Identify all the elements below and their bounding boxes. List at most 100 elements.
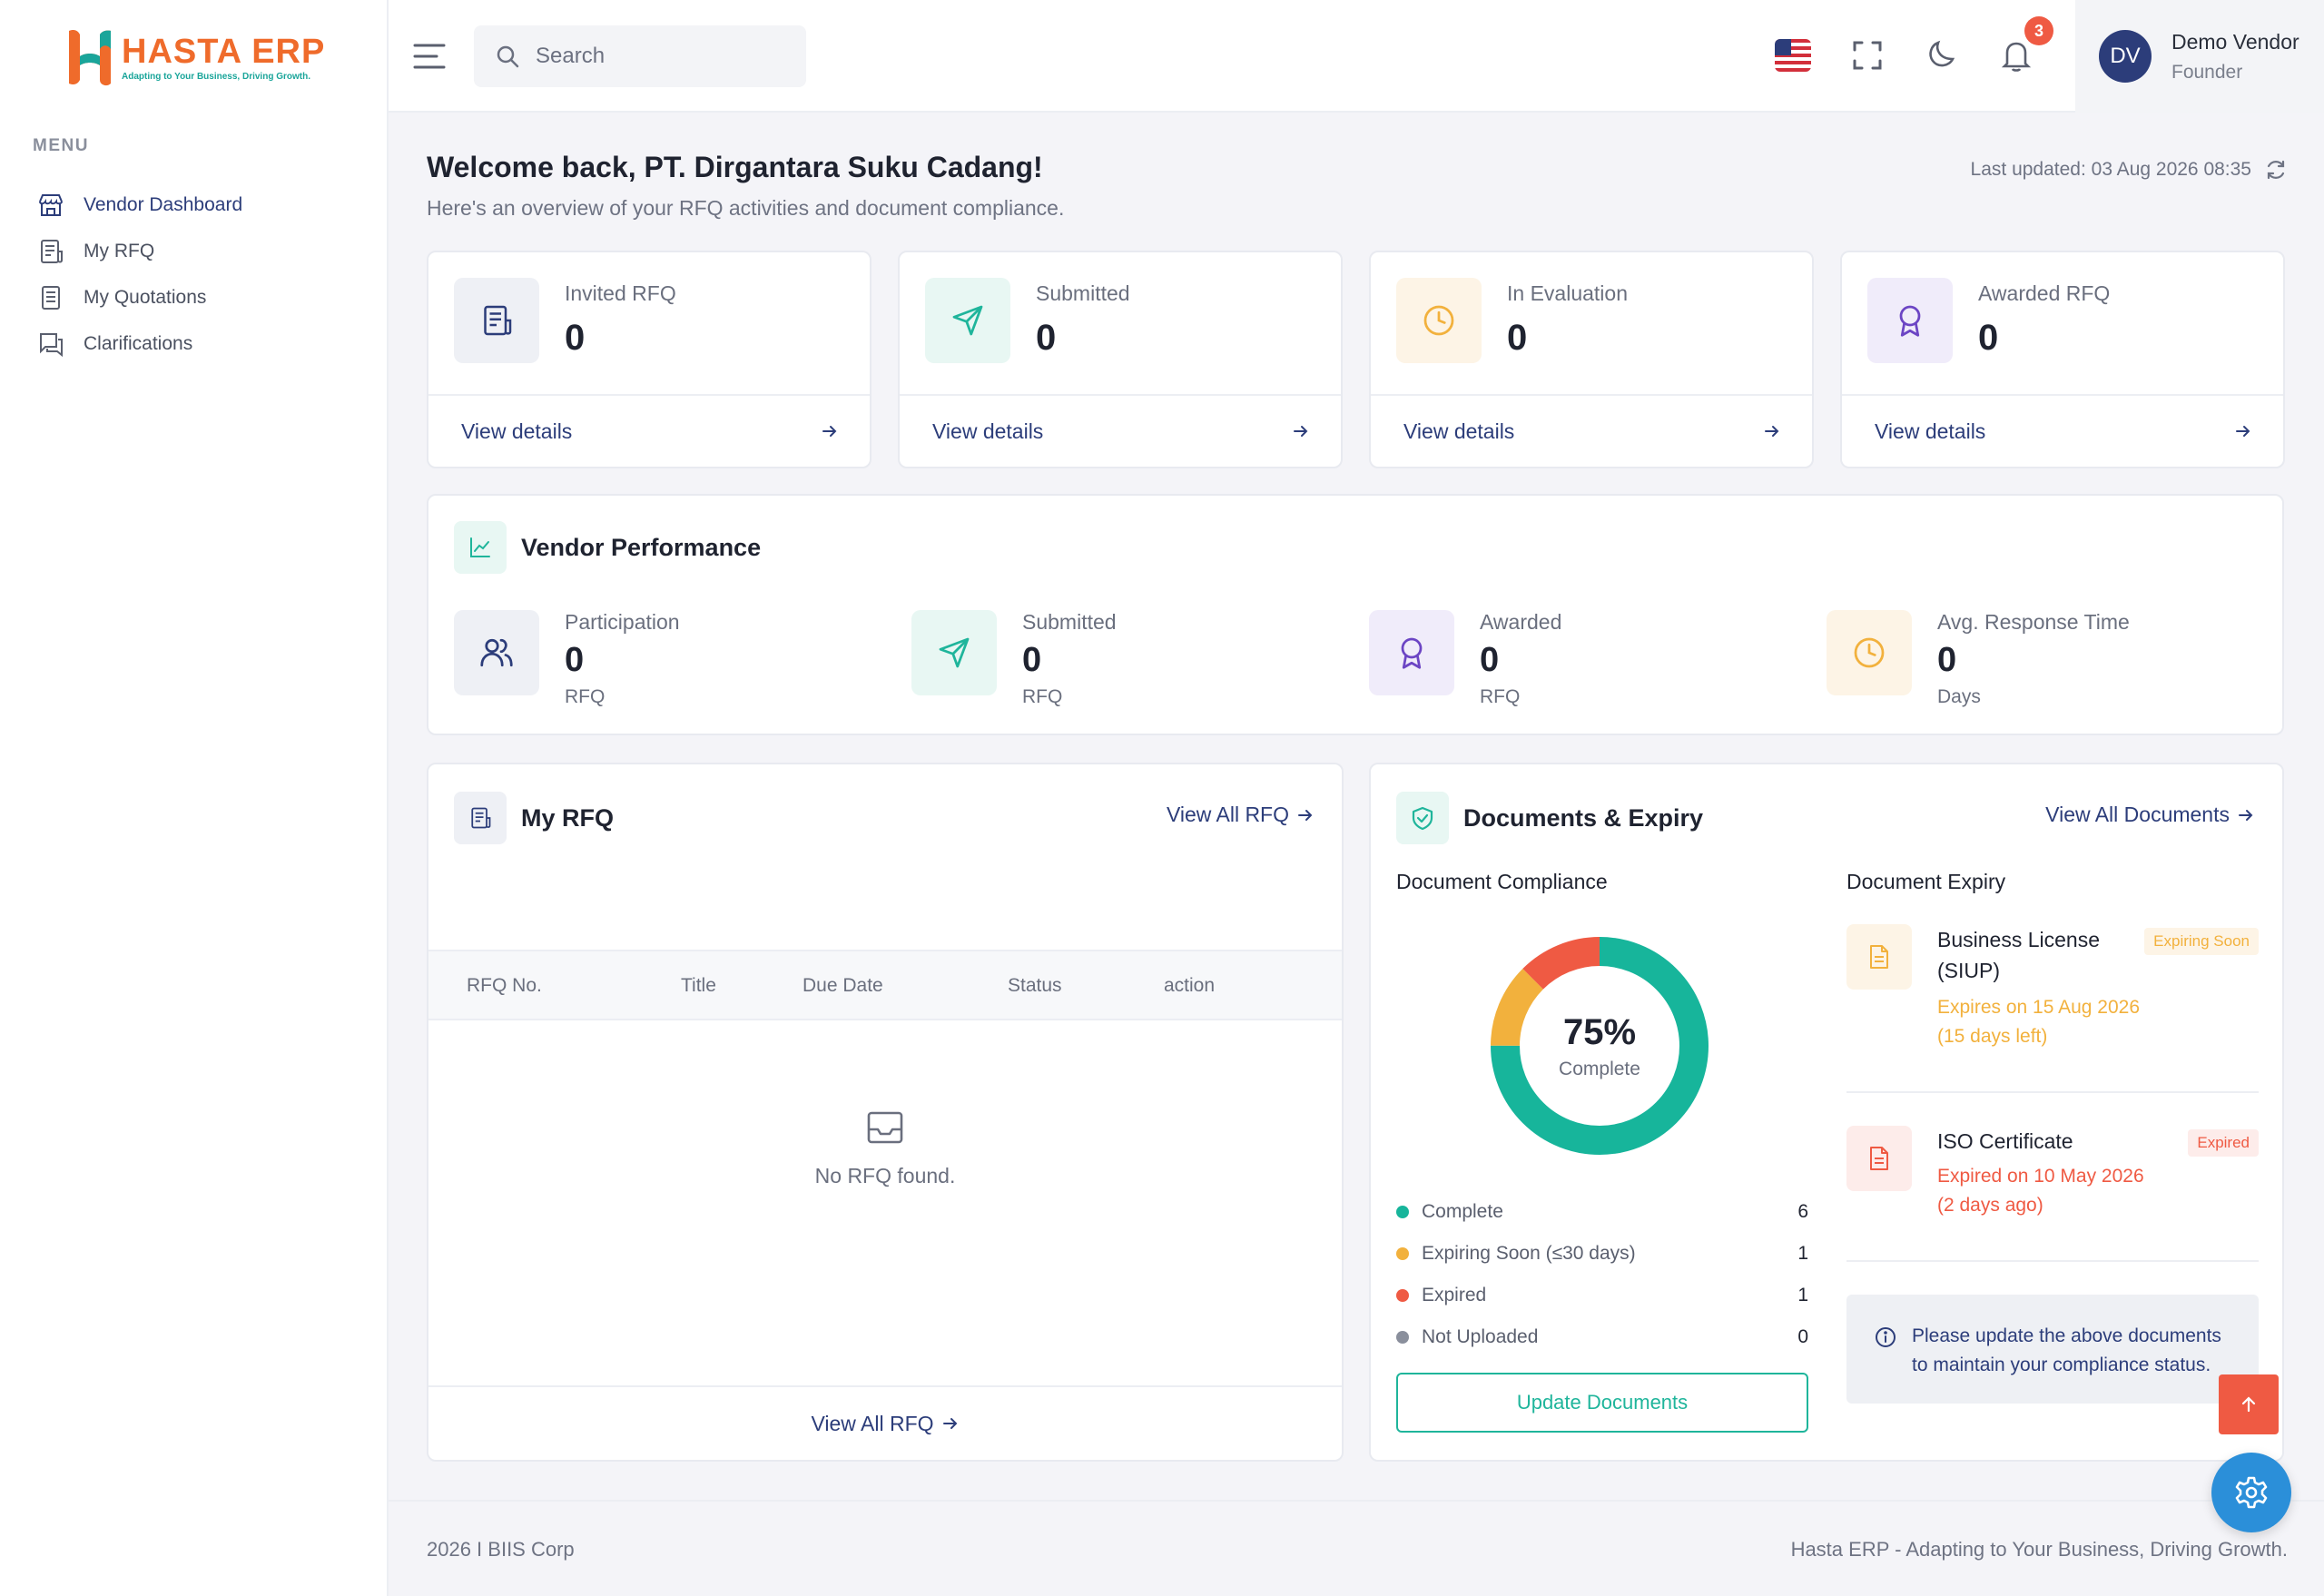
view-all-documents-link[interactable]: View All Documents [2045,803,2255,827]
stat-icon-box [454,278,539,363]
stat-label: In Evaluation [1507,281,1628,305]
footer-tagline: Hasta ERP - Adapting to Your Business, D… [1790,1538,2288,1561]
legend-count: 6 [1797,1201,1808,1222]
view-details-link[interactable]: View details [900,396,1341,467]
logo[interactable]: HASTA ERP Adapting to Your Business, Dri… [64,25,325,89]
perf-value: 0 [565,641,585,679]
notification-badge: 3 [2024,16,2053,45]
column-header[interactable]: Status [1008,975,1062,996]
stat-card-in-evaluation: In Evaluation 0 View details [1369,251,1814,468]
arrow-right-icon [1765,426,1779,437]
file-text-icon [1870,1147,1888,1170]
view-all-rfq-footer-link[interactable]: View All RFQ [811,1412,959,1436]
perf-value: 0 [1022,641,1042,679]
sidebar-item-my-quotations[interactable]: My Quotations [36,274,381,320]
fullscreen-button[interactable] [1848,36,1886,74]
perf-icon-box [1369,610,1454,695]
vendor-performance-card: Vendor Performance Participation 0 RFQ S… [427,494,2284,735]
legend-count: 1 [1797,1243,1808,1264]
clock-icon [1423,305,1454,336]
doc-expiry-date: Expired on 10 May 2026 [1937,1166,2144,1187]
stat-label: Awarded RFQ [1978,281,2111,305]
view-details-link[interactable]: View details [428,396,870,467]
stat-value: 0 [1507,318,1528,358]
doc-name: ISO Certificate [1937,1129,2073,1153]
scroll-to-top-button[interactable] [2219,1374,2279,1434]
card-title: Documents & Expiry [1463,803,1704,832]
moon-icon [1929,40,1955,67]
legend-dot [1396,1289,1409,1302]
legend-dot [1396,1331,1409,1344]
column-header[interactable]: RFQ No. [467,975,542,996]
stat-card-awarded-rfq: Awarded RFQ 0 View details [1840,251,2285,468]
divider [1846,1260,2259,1262]
stat-value: 0 [1978,318,1999,358]
stat-icon-box [1867,278,1953,363]
document-list-icon [41,239,63,263]
column-header[interactable]: action [1164,975,1216,996]
card-footer: View All RFQ [428,1385,1342,1460]
language-flag-button[interactable] [1774,36,1812,74]
footer-copyright: 2026 I BIIS Corp [427,1538,575,1561]
column-header[interactable]: Due Date [803,975,883,996]
user-menu[interactable]: DV Demo Vendor Founder [2075,0,2324,113]
send-icon [939,637,970,668]
us-flag-icon [1775,39,1811,72]
stat-label: Invited RFQ [565,281,676,305]
send-icon [952,305,983,336]
compliance-percent-label: Complete [1559,1058,1640,1079]
perf-value: 0 [1937,641,1957,679]
top-header: 3 DV Demo Vendor Founder [389,0,2324,113]
legend-name: Complete [1422,1201,1503,1222]
compliance-donut-chart [1491,937,1709,1155]
line-chart-icon [470,537,490,557]
doc-expiry-remaining: (2 days ago) [1937,1195,2043,1216]
search-input[interactable] [536,44,781,69]
rfq-table-header: RFQ No. Title Due Date Status action [428,950,1342,1020]
card-header: My RFQ [454,792,614,844]
view-details-label: View details [461,419,573,443]
compliance-label: Document Compliance [1396,870,1608,893]
sidebar-item-vendor-dashboard[interactable]: Vendor Dashboard [36,182,381,228]
info-icon [1876,1327,1896,1347]
view-details-link[interactable]: View details [1371,396,1812,467]
refresh-icon[interactable] [2264,158,2288,182]
legend-item: Expired 1 [1396,1275,1808,1316]
user-role: Founder [2171,61,2243,83]
column-header[interactable]: Title [681,975,716,996]
sidebar-item-clarifications[interactable]: Clarifications [36,320,381,367]
view-details-label: View details [932,419,1044,443]
sidebar-item-my-rfq[interactable]: My RFQ [36,228,381,274]
stat-value: 0 [565,318,586,358]
legend-name: Expired [1422,1285,1487,1305]
settings-button[interactable] [2211,1453,2291,1532]
stat-card-submitted: Submitted 0 View details [898,251,1343,468]
menu-toggle-icon[interactable] [412,40,447,73]
notifications-button[interactable]: 3 [1997,16,2053,74]
documents-expiry-card: Documents & Expiry View All Documents Do… [1369,763,2284,1462]
perf-icon-box [454,610,539,695]
update-documents-button[interactable]: Update Documents [1396,1373,1808,1433]
perf-item-awarded: Awarded 0 RFQ [1369,610,1805,707]
sidebar-item-label: My RFQ [84,240,155,261]
status-badge: Expiring Soon [2144,928,2259,955]
stat-label: Submitted [1036,281,1130,305]
view-details-link[interactable]: View details [1842,396,2283,467]
view-all-rfq-link[interactable]: View All RFQ [1167,803,1315,827]
expiry-item[interactable]: ISO Certificate Expired Expired on 10 Ma… [1846,1126,2259,1235]
expiry-label: Document Expiry [1846,870,2006,893]
perf-label: Submitted [1022,610,1117,634]
clock-icon [1854,637,1885,668]
compliance-legend: Complete 6 Expiring Soon (≤30 days) 1 Ex… [1396,1191,1808,1358]
perf-label: Participation [565,610,680,634]
expiry-item[interactable]: Business License (SIUP) Expiring Soon Ex… [1846,924,2259,1079]
title-icon-box [454,792,507,844]
sidebar-nav: Vendor Dashboard My RFQ My Quotations Cl… [36,182,381,367]
stat-icon-box [1396,278,1482,363]
divider [1846,1091,2259,1093]
chat-icon [40,332,63,357]
dark-mode-toggle[interactable] [1923,36,1961,74]
search-box[interactable] [474,25,806,87]
legend-item: Complete 6 [1396,1191,1808,1233]
shield-check-icon [1412,806,1433,831]
